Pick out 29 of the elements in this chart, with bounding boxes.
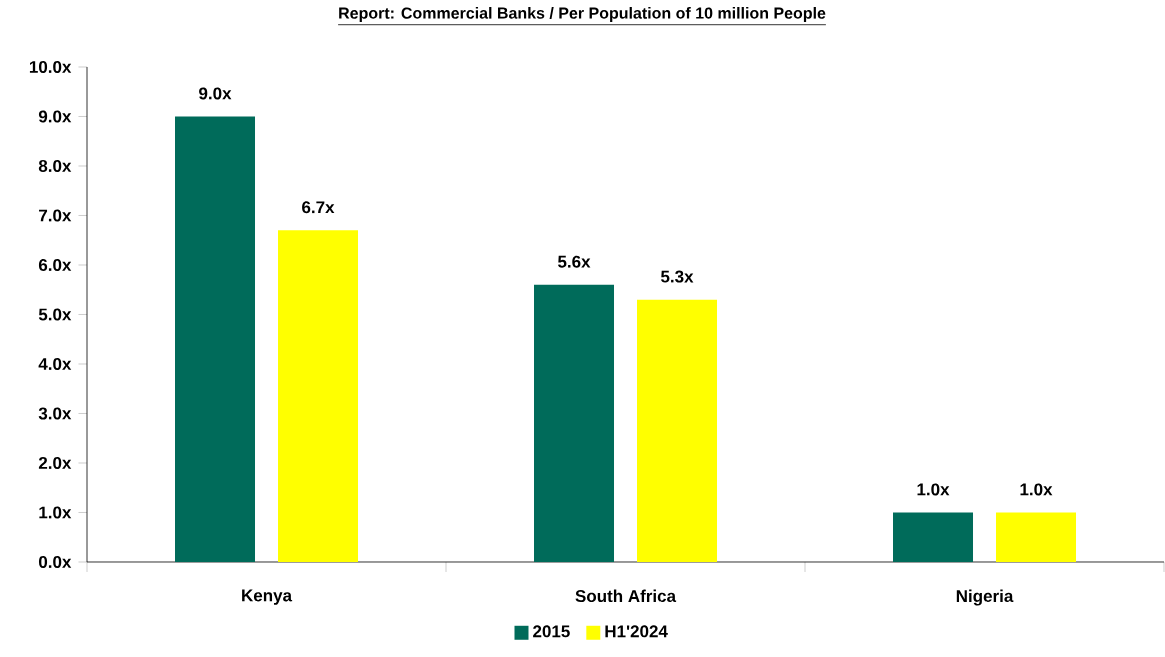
y-tick-label: 10.0x	[29, 60, 72, 73]
y-tick-label: 3.0x	[38, 407, 72, 420]
bar	[637, 299, 718, 562]
x-tick-label: Kenya	[242, 589, 293, 605]
legend-label: 2015	[533, 625, 570, 638]
bar	[278, 230, 359, 562]
bar	[175, 116, 256, 562]
y-tick-label: 2.0x	[38, 456, 72, 469]
data-label: 1.0x	[917, 483, 950, 496]
data-label: 9.0x	[199, 87, 232, 100]
data-label: 1.0x	[1020, 483, 1053, 496]
legend-label: H1'2024	[605, 625, 668, 638]
bar	[996, 512, 1077, 562]
data-label: 5.6x	[558, 255, 591, 268]
bar	[893, 512, 974, 562]
data-label: 6.7x	[302, 201, 335, 214]
y-tick-label: 1.0x	[39, 506, 72, 519]
x-tick-label: Nigeria	[956, 589, 1014, 606]
y-tick-label: 6.0x	[38, 258, 72, 271]
y-tick-label: 7.0x	[39, 209, 72, 222]
y-tick-label: 9.0x	[38, 110, 72, 123]
y-tick-label: 0.0x	[38, 555, 72, 568]
y-tick-label: 5.0x	[38, 308, 72, 321]
y-tick-label: 4.0x	[38, 357, 72, 370]
data-label: 5.3x	[661, 270, 694, 283]
x-tick-label: South Africa	[575, 589, 677, 603]
bar	[534, 284, 615, 562]
y-tick-label: 8.0x	[38, 159, 72, 172]
chart-title: Report: Commercial Banks / Per Population of 10 million People	[339, 6, 826, 22]
